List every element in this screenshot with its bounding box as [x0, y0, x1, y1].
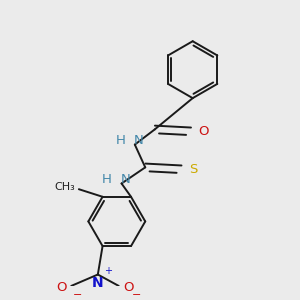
Text: −: − — [73, 290, 83, 300]
Text: S: S — [189, 163, 197, 176]
Text: O: O — [123, 281, 134, 294]
Text: N: N — [121, 173, 130, 186]
Text: CH₃: CH₃ — [54, 182, 75, 192]
Text: N: N — [92, 276, 103, 290]
Text: O: O — [198, 125, 209, 138]
Text: H: H — [116, 134, 125, 147]
Text: O: O — [56, 281, 67, 294]
Text: −: − — [132, 290, 141, 300]
Text: N: N — [134, 134, 144, 147]
Text: +: + — [104, 266, 112, 276]
Text: H: H — [102, 173, 112, 186]
